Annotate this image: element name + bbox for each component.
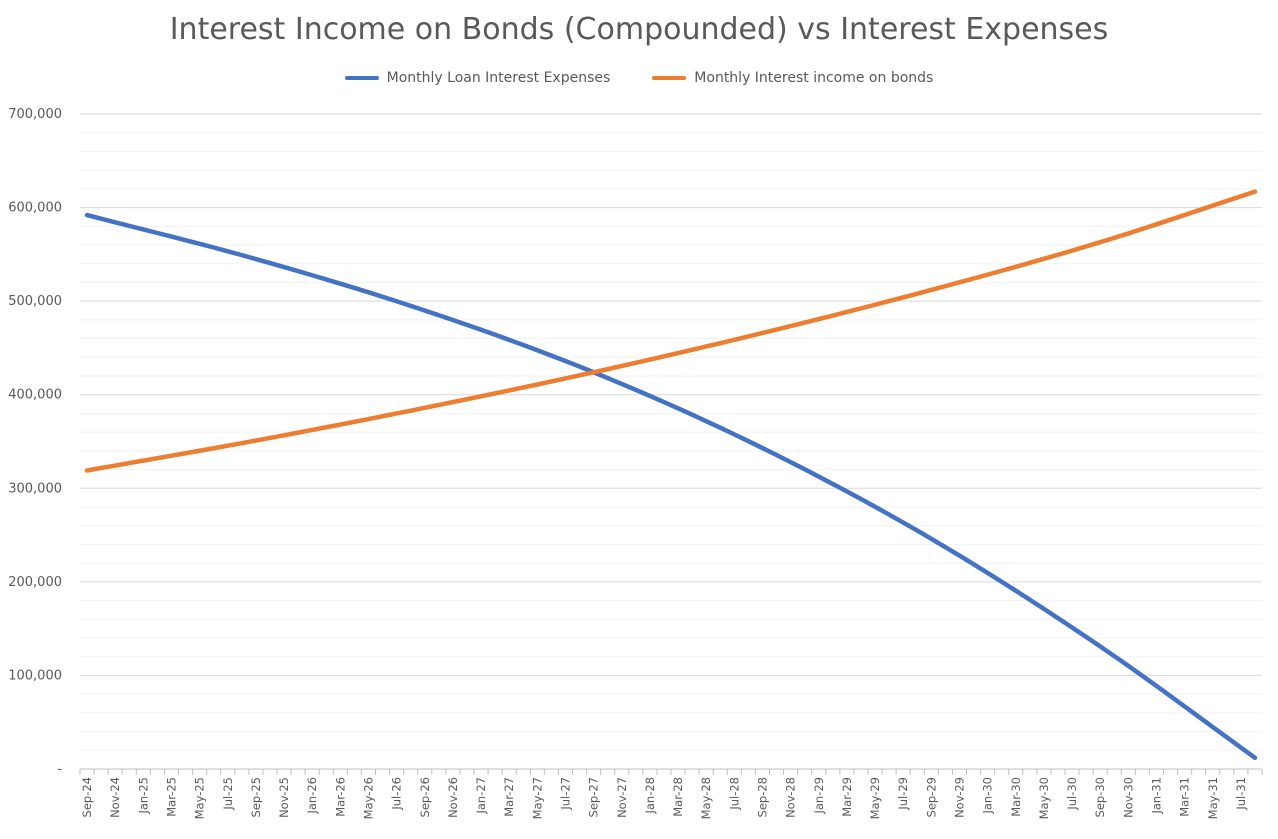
x-tick-label: Jul-31: [1234, 777, 1248, 811]
series-line-bond-income: [84, 189, 1258, 473]
x-tick-label: Sep-28: [755, 777, 769, 817]
x-tick-label: Jan-25: [136, 777, 150, 815]
y-tick-label: 300,000: [8, 481, 62, 496]
x-tick-label: Jan-29: [812, 777, 826, 815]
x-tick-label: May-25: [193, 777, 207, 819]
x-tick-label: Nov-28: [784, 777, 798, 818]
x-tick-label: Sep-27: [587, 777, 601, 817]
x-tick-label: Jul-25: [221, 777, 235, 811]
x-tick-label: May-27: [530, 777, 544, 819]
x-tick-label: Nov-24: [108, 777, 122, 818]
x-tick-label: Sep-29: [924, 777, 938, 817]
x-tick-label: Sep-25: [249, 777, 263, 817]
legend-item-loan-expenses: Monthly Loan Interest Expenses: [344, 70, 611, 86]
x-tick-label: May-29: [868, 777, 882, 819]
x-tick-label: Nov-26: [446, 777, 460, 818]
x-tick-label: Jul-26: [390, 777, 404, 811]
x-tick-label: May-26: [361, 777, 375, 819]
x-tick-label: Nov-25: [277, 777, 291, 818]
y-tick-label: 500,000: [8, 294, 62, 309]
x-tick-label: Mar-31: [1178, 777, 1192, 817]
x-tick-label: Jan-31: [1149, 777, 1163, 815]
x-tick-label: Mar-29: [840, 777, 854, 817]
legend-swatch-loan-expenses: [344, 76, 379, 80]
y-tick-label: 600,000: [8, 201, 62, 216]
legend-item-bond-income: Monthly Interest income on bonds: [652, 70, 933, 86]
x-tick-label: May-30: [1037, 777, 1051, 819]
x-tick-label: Sep-30: [1093, 777, 1107, 817]
x-tick-label: Jan-30: [981, 777, 995, 815]
x-tick-label: Jul-30: [1065, 777, 1079, 811]
x-tick-label: Mar-30: [1009, 777, 1023, 817]
y-tick-label: 400,000: [8, 388, 62, 403]
x-tick-label: Nov-30: [1121, 777, 1135, 818]
x-tick-label: May-31: [1206, 777, 1220, 819]
x-tick-label: Jul-28: [727, 777, 741, 811]
x-tick-label: Mar-25: [164, 777, 178, 817]
chart-title: Interest Income on Bonds (Compounded) vs…: [169, 12, 1109, 47]
x-tick-label: Jan-27: [474, 777, 488, 815]
x-tick-label: Jan-28: [643, 777, 657, 815]
x-tick-label: Sep-26: [418, 777, 432, 817]
legend-label-loan-expenses: Monthly Loan Interest Expenses: [386, 70, 611, 86]
x-tick-label: Jul-27: [558, 777, 572, 811]
y-tick-label: 700,000: [8, 107, 62, 122]
x-tick-label: Nov-29: [952, 777, 966, 818]
legend-swatch-bond-income: [652, 76, 687, 80]
x-tick-label: Mar-28: [671, 777, 685, 817]
series-line-loan-expenses: [84, 212, 1258, 761]
x-tick-label: Mar-26: [333, 777, 347, 817]
x-tick-label: Jan-26: [305, 777, 319, 815]
legend: Monthly Loan Interest Expenses Monthly I…: [0, 70, 1278, 86]
x-tick-label: Jul-29: [896, 777, 910, 811]
x-tick-label: Sep-24: [80, 777, 94, 817]
x-tick-label: Nov-27: [615, 777, 629, 818]
x-tick-label: May-28: [699, 777, 713, 819]
y-tick-label: 200,000: [8, 575, 62, 590]
x-tick-label: Mar-27: [502, 777, 516, 817]
y-tick-label: -: [57, 762, 62, 777]
legend-label-bond-income: Monthly Interest income on bonds: [694, 70, 934, 86]
y-tick-label: 100,000: [8, 668, 62, 683]
